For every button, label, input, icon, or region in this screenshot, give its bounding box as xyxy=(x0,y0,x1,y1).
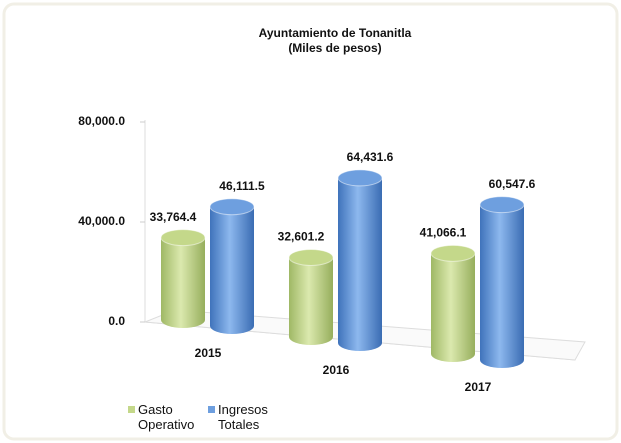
bar xyxy=(480,204,524,360)
bar-top xyxy=(337,169,383,187)
value-label: 60,547.6 xyxy=(489,177,536,191)
bar xyxy=(431,253,475,354)
y-tick-label: 80,000.0 xyxy=(78,114,125,128)
legend-item: Ingresos Totales xyxy=(208,402,288,432)
x-tick-label: 2015 xyxy=(195,346,222,360)
bar-top xyxy=(430,244,476,262)
chart-title: Ayuntamiento de Tonanitla xyxy=(259,26,412,40)
bar-top xyxy=(479,196,525,214)
bar xyxy=(338,177,382,343)
legend-label: Ingresos Totales xyxy=(218,402,268,432)
legend: Gasto Operativo Ingresos Totales xyxy=(128,402,288,432)
value-label: 64,431.6 xyxy=(347,150,394,164)
x-tick-label: 2017 xyxy=(465,380,492,394)
bar xyxy=(289,257,333,337)
legend-item: Gasto Operativo xyxy=(128,402,208,432)
x-tick-label: 2016 xyxy=(323,363,350,377)
y-tick-label: 0.0 xyxy=(108,314,125,328)
bar-top xyxy=(160,229,206,247)
bar-top xyxy=(209,198,255,216)
value-label: 33,764.4 xyxy=(150,210,197,224)
legend-swatch xyxy=(208,406,215,413)
y-tick-label: 40,000.0 xyxy=(78,214,125,228)
legend-label: Gasto Operativo xyxy=(138,402,195,432)
legend-swatch xyxy=(128,406,135,413)
chart-subtitle: (Miles de pesos) xyxy=(288,41,381,55)
value-label: 41,066.1 xyxy=(420,226,467,240)
value-label: 32,601.2 xyxy=(278,230,325,244)
bar-top xyxy=(288,248,334,266)
bar xyxy=(161,237,205,320)
bar xyxy=(210,206,254,326)
value-label: 46,111.5 xyxy=(219,179,265,193)
